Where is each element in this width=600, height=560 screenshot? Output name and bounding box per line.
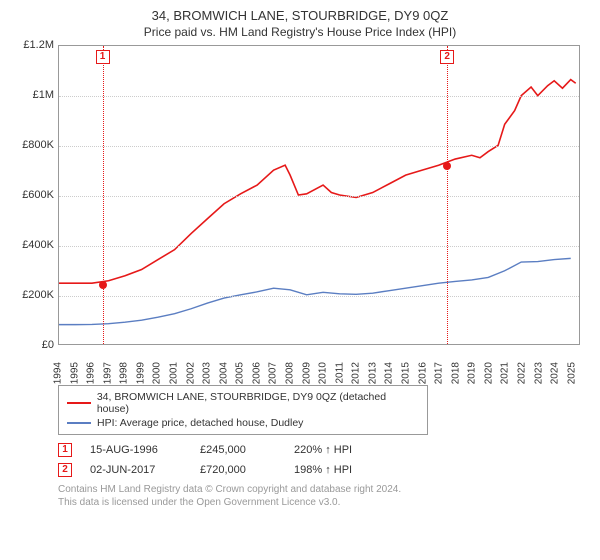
legend-item: 34, BROMWICH LANE, STOURBRIDGE, DY9 0QZ … [67,390,419,416]
legend: 34, BROMWICH LANE, STOURBRIDGE, DY9 0QZ … [58,385,428,435]
y-tick-label: £400K [22,239,54,251]
x-tick-label: 1994 [53,362,64,384]
x-tick-label: 2021 [500,362,511,384]
legend-item: HPI: Average price, detached house, Dudl… [67,416,419,430]
x-tick-label: 1998 [119,362,130,384]
legend-label: 34, BROMWICH LANE, STOURBRIDGE, DY9 0QZ … [97,391,419,415]
plot-area: 12 [58,45,580,345]
chart-container: 34, BROMWICH LANE, STOURBRIDGE, DY9 0QZ … [0,0,600,560]
y-axis-labels: £0£200K£400K£600K£800K£1M£1.2M [14,45,58,373]
x-tick-label: 2022 [517,362,528,384]
marker-box: 1 [96,50,110,64]
x-tick-label: 2012 [351,362,362,384]
events-table: 1 15-AUG-1996 £245,000 220% ↑ HPI 2 02-JUN-20… [58,443,586,477]
series-hpi [59,258,571,324]
x-tick-label: 1997 [102,362,113,384]
event-number: 2 [58,463,72,477]
event-pct: 220% ↑ HPI [294,444,352,456]
x-tick-label: 2018 [450,362,461,384]
event-pct: 198% ↑ HPI [294,464,352,476]
x-tick-label: 2014 [384,362,395,384]
x-tick-label: 2010 [318,362,329,384]
marker-dot [443,162,451,170]
x-tick-label: 2004 [218,362,229,384]
event-date: 15-AUG-1996 [90,444,182,456]
x-tick-label: 2023 [533,362,544,384]
x-tick-label: 1995 [69,362,80,384]
x-tick-label: 2015 [401,362,412,384]
x-tick-label: 1996 [86,362,97,384]
x-tick-label: 2019 [467,362,478,384]
footer-line-2: This data is licensed under the Open Gov… [58,496,586,509]
x-tick-label: 2008 [285,362,296,384]
x-tick-label: 2025 [566,362,577,384]
x-tick-label: 2009 [301,362,312,384]
y-tick-label: £200K [22,289,54,301]
legend-swatch [67,422,91,424]
footer-attribution: Contains HM Land Registry data © Crown c… [58,483,586,509]
x-tick-label: 2002 [185,362,196,384]
gridline [59,96,579,97]
x-tick-label: 2013 [367,362,378,384]
event-date: 02-JUN-2017 [90,464,182,476]
x-tick-label: 2000 [152,362,163,384]
event-number: 1 [58,443,72,457]
event-row: 2 02-JUN-2017 £720,000 198% ↑ HPI [58,463,586,477]
chart-subtitle: Price paid vs. HM Land Registry's House … [14,25,586,39]
x-tick-label: 1999 [135,362,146,384]
chart-area: £0£200K£400K£600K£800K£1M£1.2M 12 199419… [14,45,586,373]
gridline [59,246,579,247]
gridline [59,196,579,197]
gridline [59,146,579,147]
series-property [59,80,576,284]
marker-guide [447,46,448,344]
x-tick-label: 2001 [169,362,180,384]
footer-line-1: Contains HM Land Registry data © Crown c… [58,483,586,496]
x-tick-label: 2016 [417,362,428,384]
legend-swatch [67,402,91,404]
x-tick-label: 2007 [268,362,279,384]
x-tick-label: 2003 [202,362,213,384]
y-tick-label: £600K [22,189,54,201]
y-tick-label: £0 [42,339,54,351]
x-axis-labels: 1994199519961997199819992000200120022003… [58,345,580,373]
x-tick-label: 2006 [251,362,262,384]
marker-box: 2 [440,50,454,64]
y-tick-label: £1.2M [23,39,54,51]
chart-title: 34, BROMWICH LANE, STOURBRIDGE, DY9 0QZ [14,8,586,23]
y-tick-label: £1M [33,89,54,101]
y-tick-label: £800K [22,139,54,151]
legend-label: HPI: Average price, detached house, Dudl… [97,417,303,429]
x-tick-label: 2024 [550,362,561,384]
marker-guide [103,46,104,344]
event-price: £245,000 [200,444,276,456]
gridline [59,296,579,297]
chart-lines [59,46,579,344]
x-tick-label: 2011 [334,362,345,384]
event-price: £720,000 [200,464,276,476]
marker-dot [99,281,107,289]
event-row: 1 15-AUG-1996 £245,000 220% ↑ HPI [58,443,586,457]
x-tick-label: 2005 [235,362,246,384]
x-tick-label: 2020 [483,362,494,384]
x-tick-label: 2017 [434,362,445,384]
